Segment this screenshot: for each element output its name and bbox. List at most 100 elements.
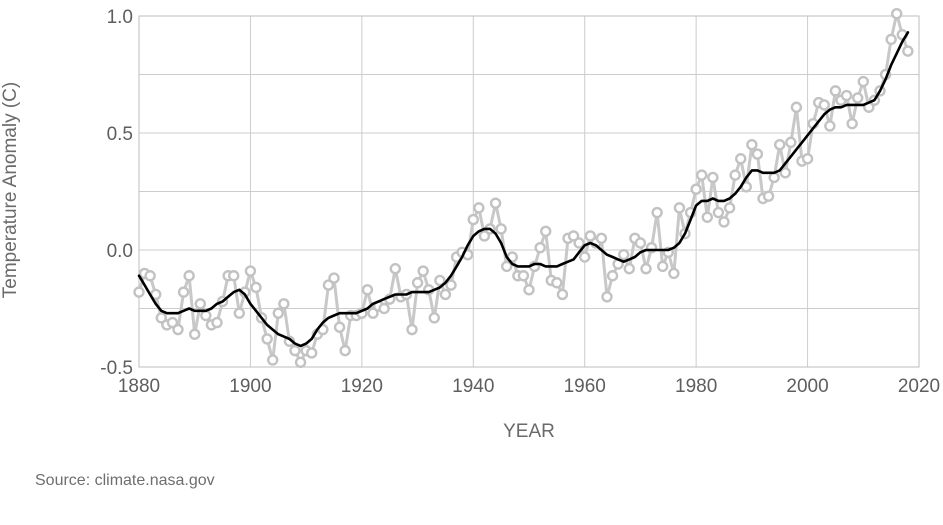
- grid-layer: [138, 15, 920, 368]
- annual-point: [495, 223, 507, 235]
- annual-point: [411, 277, 424, 289]
- annual-point: [261, 333, 273, 345]
- x-tick-label: 1900: [229, 376, 271, 397]
- annual-point: [840, 89, 853, 102]
- annual-point: [155, 312, 167, 324]
- annual-point: [729, 169, 741, 181]
- annual-point: [623, 263, 635, 275]
- x-tick-label: 1980: [675, 376, 717, 397]
- annual-point: [250, 281, 262, 294]
- annual-point: [144, 270, 156, 282]
- annual-point: [534, 241, 546, 254]
- x-axis-title: YEAR: [503, 421, 555, 442]
- annual-point: [244, 265, 257, 277]
- annual-point: [857, 75, 869, 88]
- annual-point: [640, 263, 652, 275]
- y-tick-label: 1.0: [107, 7, 133, 28]
- annual-point: [718, 216, 730, 228]
- annual-point: [189, 328, 201, 340]
- annual-point: [801, 153, 814, 165]
- annual-point: [233, 307, 245, 319]
- x-tick-label: 2000: [786, 376, 828, 397]
- annual-point: [294, 356, 307, 369]
- annual-point: [579, 251, 591, 263]
- chart-svg: -0.5 0.0 0.5 1.0 1880 1900 1920 1940 1960 1980 200…: [0, 7, 940, 442]
- annual-point: [723, 202, 736, 214]
- annual-point: [523, 284, 535, 296]
- x-tick-label: 1940: [452, 376, 494, 397]
- annual-point: [194, 298, 206, 310]
- plot-border: [138, 15, 920, 368]
- annual-point: [272, 307, 284, 319]
- x-tick-label: 1920: [341, 376, 383, 397]
- annual-point: [567, 230, 580, 242]
- annual-point: [367, 307, 379, 319]
- annual-point: [467, 213, 479, 226]
- annual-series-layer: [133, 7, 914, 369]
- annual-point: [634, 237, 647, 249]
- tick-labels-layer: -0.5 0.0 0.5 1.0 1880 1900 1920 1940 1960 1980 200…: [100, 7, 940, 397]
- annual-point: [200, 309, 212, 322]
- x-tick-label: 1880: [118, 376, 160, 397]
- annual-point: [573, 237, 585, 249]
- annual-point: [696, 169, 708, 181]
- annual-point: [166, 316, 179, 329]
- annual-point: [779, 167, 791, 179]
- annual-point: [478, 230, 491, 242]
- x-tick-label: 1960: [564, 376, 606, 397]
- annual-point: [668, 267, 680, 280]
- annual-point: [673, 202, 686, 214]
- annual-point: [846, 117, 858, 130]
- annual-point: [439, 288, 452, 301]
- annual-point: [228, 270, 240, 282]
- annual-point: [785, 136, 797, 149]
- annual-point: [712, 206, 725, 219]
- annual-point: [434, 274, 446, 287]
- annual-point: [751, 148, 764, 160]
- annual-point: [417, 265, 429, 277]
- annual-point: [445, 279, 457, 291]
- annual-point: [406, 323, 418, 336]
- annual-point: [278, 298, 290, 310]
- y-tick-label: 0.0: [107, 241, 133, 262]
- annual-point: [333, 321, 346, 333]
- smoothed-series-line: [137, 31, 910, 348]
- annual-point: [540, 225, 552, 237]
- annual-point: [690, 183, 702, 195]
- annual-point: [389, 263, 401, 275]
- y-axis-title: Temperature Anomaly (C): [0, 82, 21, 298]
- annual-point: [829, 85, 842, 97]
- annual-point: [762, 190, 775, 202]
- annual-point: [601, 291, 613, 303]
- temperature-anomaly-chart: -0.5 0.0 0.5 1.0 1880 1900 1920 1940 1960 1980 200…: [0, 7, 940, 442]
- annual-point: [551, 277, 563, 289]
- annual-point: [701, 211, 713, 223]
- y-tick-label: -0.5: [100, 358, 133, 379]
- annual-point: [289, 344, 301, 357]
- annual-point: [428, 312, 440, 324]
- annual-point: [328, 272, 340, 284]
- annual-point: [172, 323, 184, 336]
- annual-point: [267, 354, 279, 366]
- annual-point: [556, 288, 569, 301]
- annual-point: [517, 270, 530, 282]
- annual-point: [378, 302, 390, 315]
- source-note: Source: climate.nasa.gov: [35, 472, 215, 489]
- annual-point: [339, 344, 351, 357]
- annual-point: [774, 138, 786, 151]
- annual-point: [618, 248, 630, 261]
- smoothed-series-layer: [137, 31, 910, 348]
- annual-point: [902, 45, 914, 57]
- y-tick-label: 0.5: [107, 124, 133, 145]
- annual-point: [885, 33, 897, 46]
- annual-point: [768, 171, 780, 184]
- annual-point: [584, 230, 596, 242]
- annual-point: [852, 92, 864, 104]
- annual-point: [306, 347, 318, 359]
- annual-point: [211, 316, 223, 329]
- annual-point: [707, 171, 719, 184]
- annual-point: [489, 197, 502, 209]
- annual-point: [473, 202, 485, 214]
- annual-point: [361, 284, 374, 296]
- annual-point: [735, 153, 747, 165]
